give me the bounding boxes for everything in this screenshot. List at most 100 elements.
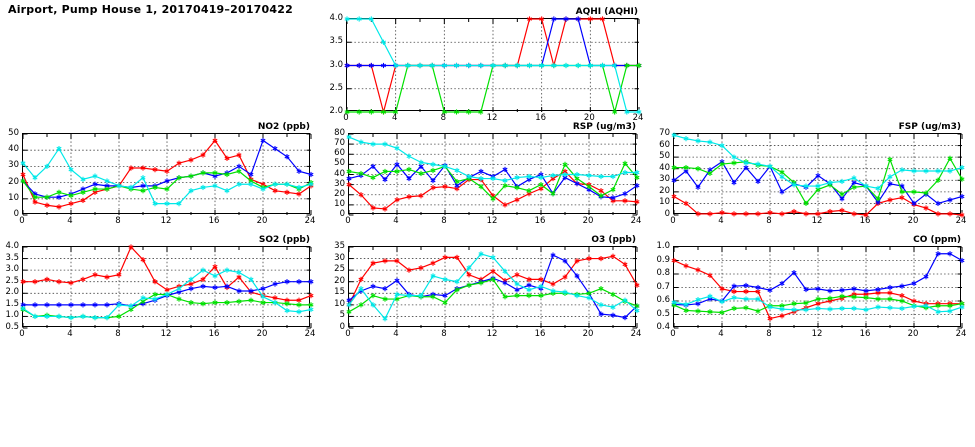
data-point-day3: [308, 302, 314, 308]
data-point-day3: [188, 299, 194, 306]
data-point-day3: [466, 282, 472, 288]
data-point-day2: [839, 196, 845, 202]
data-point-day4: [911, 168, 917, 174]
data-point-day1: [346, 182, 352, 188]
data-point-day4: [827, 180, 833, 186]
data-point-day1: [284, 189, 290, 195]
data-point-day1: [502, 202, 508, 208]
data-point-day2: [514, 287, 520, 293]
data-point-day2: [382, 176, 388, 183]
data-point-day2: [851, 180, 857, 186]
x-tick-label-rsp: 8: [441, 216, 447, 226]
data-point-day4: [610, 304, 616, 310]
data-point-day1: [442, 254, 448, 261]
data-point-day2: [248, 171, 254, 178]
data-point-day4: [586, 172, 592, 179]
plot-canvas-rsp: [346, 133, 640, 216]
data-point-day1: [719, 286, 725, 292]
data-point-day2: [562, 258, 568, 264]
data-point-day4: [453, 62, 460, 69]
data-point-day1: [164, 168, 170, 174]
data-point-day3: [598, 286, 604, 292]
data-point-day4: [478, 62, 484, 69]
x-tick-label-so2: 0: [19, 329, 25, 339]
data-point-day2: [803, 286, 809, 293]
data-point-day4: [779, 306, 785, 312]
data-point-day2: [308, 279, 314, 285]
data-point-day4: [442, 163, 448, 169]
data-point-day4: [164, 201, 170, 207]
data-point-day1: [599, 16, 606, 22]
data-point-day2: [260, 286, 266, 292]
data-point-day1: [839, 207, 845, 213]
panel-title-aqhi: AQHI (AQHI): [575, 7, 638, 17]
data-point-day1: [128, 165, 134, 171]
data-point-day2: [947, 197, 953, 203]
chart-panel-no2: NO2 (ppb) 0 10 20 30 40 50 0 4 8 12 16 20 24: [8, 122, 315, 226]
data-point-day4: [20, 160, 26, 166]
data-point-day2: [296, 279, 302, 285]
x-tick-label-co: 4: [718, 329, 724, 339]
data-point-day1: [188, 157, 194, 163]
data-point-day4: [490, 62, 496, 69]
data-point-day3: [719, 161, 725, 167]
data-point-day2: [430, 177, 436, 184]
data-point-day2: [923, 274, 929, 280]
plot-canvas-aqhi: [344, 16, 642, 115]
data-point-day3: [212, 170, 218, 176]
y-tick-label-rsp: 0: [339, 209, 345, 219]
data-point-day1: [634, 199, 640, 205]
data-point-day4: [719, 299, 725, 305]
data-point-day1: [358, 276, 364, 282]
x-tick-label-o3: 0: [345, 329, 351, 339]
data-point-day1: [296, 191, 302, 197]
data-point-day4: [851, 175, 857, 181]
x-tick-label-no2: 4: [67, 216, 73, 226]
data-point-day2: [574, 273, 580, 279]
data-point-day3: [502, 183, 508, 189]
data-point-day3: [695, 308, 701, 314]
data-point-day1: [44, 202, 50, 208]
data-point-day4: [887, 174, 893, 180]
data-point-day4: [466, 173, 472, 180]
data-point-day3: [140, 188, 146, 194]
data-point-day4: [935, 168, 941, 174]
plot-area-fsp: [671, 132, 965, 218]
plot-area-co: [671, 246, 965, 329]
data-point-day2: [68, 302, 74, 308]
data-point-day3: [586, 290, 592, 296]
data-point-day2: [344, 62, 350, 69]
data-point-day1: [68, 201, 74, 207]
data-point-day4: [212, 273, 218, 279]
data-point-day2: [815, 173, 821, 179]
data-point-day4: [598, 173, 604, 180]
data-point-day3: [358, 170, 364, 177]
data-point-day1: [767, 315, 773, 322]
data-point-day4: [418, 159, 424, 165]
x-tick-label-o3: 12: [486, 329, 498, 339]
data-point-day1: [562, 274, 568, 280]
data-point-day4: [743, 296, 749, 302]
y-tick-label-no2: 0: [13, 209, 19, 219]
data-point-day2: [959, 193, 965, 200]
y-tick-label-so2: 3.5: [5, 252, 19, 263]
data-point-day4: [80, 313, 86, 320]
y-tick-label-fsp: 40: [659, 162, 670, 173]
data-point-day3: [743, 305, 749, 311]
data-point-day4: [68, 314, 74, 321]
data-point-day2: [935, 251, 941, 257]
data-point-day3: [550, 191, 556, 197]
data-point-day4: [695, 297, 701, 303]
x-tick-label-co: 8: [766, 329, 772, 339]
data-point-day4: [32, 175, 38, 181]
x-tick-label-o3: 4: [393, 329, 399, 339]
y-tick-label-o3: 10: [334, 298, 345, 309]
data-point-day1: [851, 211, 857, 217]
data-point-day3: [875, 296, 881, 302]
data-point-day4: [382, 141, 388, 147]
data-point-day1: [731, 211, 737, 217]
data-point-day3: [418, 170, 424, 177]
data-point-day4: [370, 302, 376, 308]
data-point-day1: [406, 194, 412, 200]
data-point-day2: [743, 282, 749, 289]
